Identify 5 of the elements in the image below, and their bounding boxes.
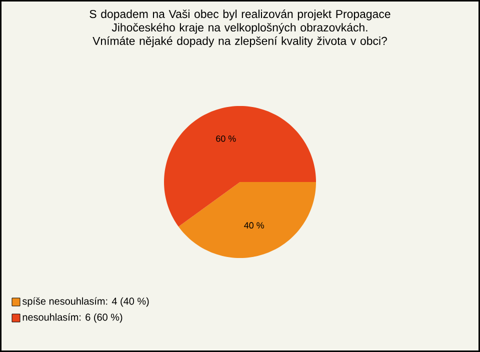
legend-label: nesouhlasím: 6 (60 %)	[22, 313, 122, 323]
legend-label: spíše nesouhlasím: 4 (40 %)	[22, 297, 149, 307]
data-label: 40 %	[244, 222, 264, 229]
chart-title: S dopadem na Vaši obec byl realizován projekt Propagace Jihočeského kraje na velkoplošných obrazovkách. Vnímáte nějaké dopady na zlepšení kvality života v obci?	[90, 10, 390, 48]
data-label: 60 %	[216, 135, 236, 142]
